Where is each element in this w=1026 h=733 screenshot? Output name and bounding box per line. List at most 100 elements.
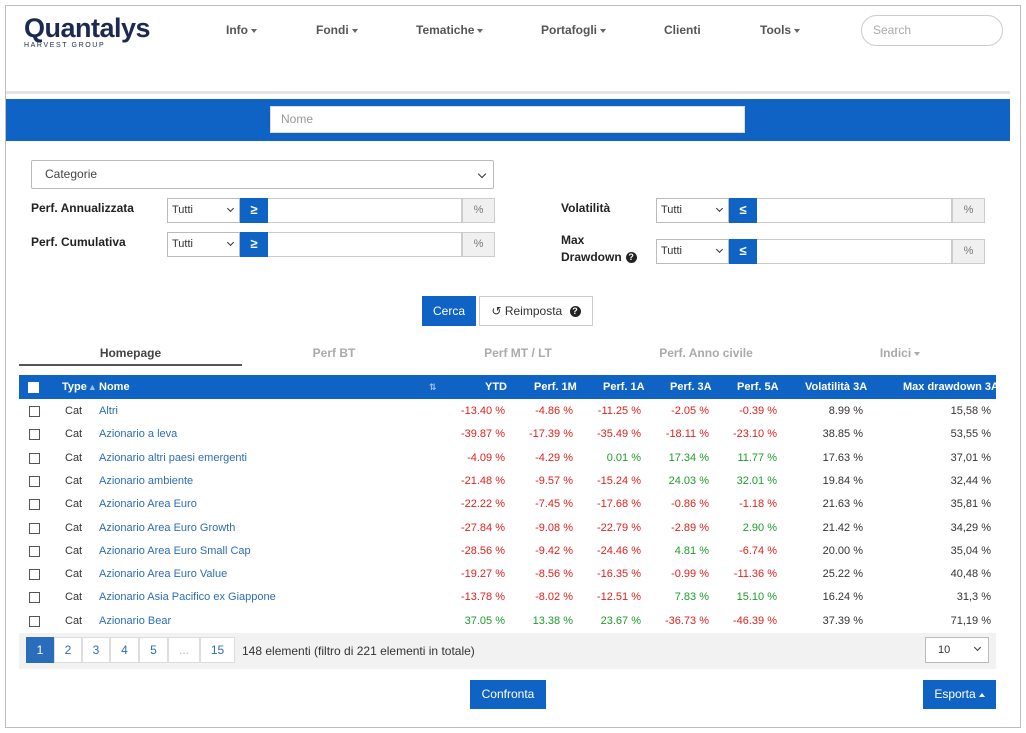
row-a1: -12.51 % <box>596 591 641 604</box>
help-icon: ? <box>569 306 581 318</box>
row-name-link[interactable]: Azionario altri paesi emergenti <box>99 451 247 464</box>
tab-perf-mt-lt[interactable]: Perf MT / LT <box>484 346 552 360</box>
col-perf-5a[interactable]: Perf. 5A <box>737 381 779 393</box>
volatility-select[interactable]: Tutti <box>656 198 729 223</box>
table-row[interactable]: Cat Altri -13.40 % -4.86 % -11.25 % -2.05 % -0… <box>19 400 996 423</box>
logo-text: Quantalys <box>24 13 151 43</box>
nav-tools[interactable]: Tools <box>760 23 801 37</box>
col-nome[interactable]: Nome <box>99 381 130 393</box>
row-name-link[interactable]: Azionario Bear <box>99 614 172 627</box>
search-button[interactable]: Cerca <box>422 296 476 326</box>
tab-homepage[interactable]: Homepage <box>99 346 162 360</box>
tab-indici[interactable]: Indici <box>800 346 1000 360</box>
reset-button[interactable]: ↺ Reimposta ? <box>479 296 593 326</box>
col-perf-1a[interactable]: Perf. 1A <box>603 381 645 393</box>
volatility-operator-button[interactable]: ≤ <box>729 198 757 223</box>
drawdown-operator-button[interactable]: ≤ <box>729 239 757 264</box>
export-button[interactable]: Esporta <box>923 680 996 709</box>
row-name-link[interactable]: Azionario ambiente <box>99 474 194 487</box>
tab-perf-anno-civile[interactable]: Perf. Anno civile <box>659 346 753 360</box>
row-name-link[interactable]: Azionario Area Euro <box>99 498 197 511</box>
page-button-4[interactable]: 4 <box>110 637 139 663</box>
perf-cumul-input[interactable] <box>268 232 462 257</box>
page-button-15[interactable]: 15 <box>200 637 235 663</box>
row-checkbox[interactable] <box>29 545 40 557</box>
table-row[interactable]: Cat Azionario Bear 37.05 % 13.38 % 23.67 % -3… <box>19 610 996 633</box>
nome-input[interactable]: Nome <box>270 106 745 133</box>
table-row[interactable]: Cat Azionario ambiente -21.48 % -9.57 % -15.… <box>19 470 996 493</box>
row-checkbox[interactable] <box>29 569 40 581</box>
page-size-select[interactable]: 10 <box>925 637 989 663</box>
row-a3: -0.86 % <box>671 498 709 511</box>
col-max-drawdown-3a[interactable]: Max drawdown 3A <box>903 381 999 393</box>
chevron-down-icon <box>794 28 801 33</box>
page-button-2[interactable]: 2 <box>54 637 82 663</box>
nav-fondi[interactable]: Fondi <box>316 23 358 37</box>
col-ytd[interactable]: YTD <box>485 381 507 393</box>
nav-tematiche[interactable]: Tematiche <box>416 23 484 37</box>
logo-subtext: HARVEST GROUP <box>24 42 106 49</box>
row-name-link[interactable]: Azionario Asia Pacifico ex Giappone <box>99 591 276 604</box>
col-type[interactable]: Type▲ <box>62 375 97 399</box>
nav-clienti-label: Clienti <box>664 23 701 37</box>
perf-cumul-operator-button[interactable]: ≥ <box>240 232 268 257</box>
active-tab-indicator <box>19 364 242 366</box>
row-checkbox[interactable] <box>29 522 40 534</box>
row-a3: -2.05 % <box>671 405 709 417</box>
row-ytd: -13.40 % <box>460 405 505 417</box>
row-a5: -46.39 % <box>732 614 777 627</box>
row-a3: 24.03 % <box>668 474 709 487</box>
page-button-3[interactable]: 3 <box>82 637 110 663</box>
col-type-label: Type <box>62 381 87 393</box>
row-m1: -9.08 % <box>535 521 573 534</box>
row-volatility: 21.63 % <box>822 498 863 511</box>
perf-cumul-select[interactable]: Tutti <box>167 232 240 257</box>
search-input[interactable]: Search <box>861 15 1003 46</box>
row-checkbox[interactable] <box>29 615 40 627</box>
table-row[interactable]: Cat Azionario a leva -39.87 % -17.39 % -35.4… <box>19 423 996 446</box>
row-name-link[interactable]: Altri <box>99 405 118 417</box>
category-select[interactable]: Categorie <box>31 160 494 189</box>
volatility-input[interactable] <box>757 198 952 223</box>
row-name-link[interactable]: Azionario Area Euro Value <box>99 568 228 581</box>
perf-annual-operator-button[interactable]: ≥ <box>240 198 268 223</box>
row-max-drawdown: 35,81 % <box>950 498 991 511</box>
col-perf-3a[interactable]: Perf. 3A <box>670 381 712 393</box>
row-checkbox[interactable] <box>29 406 40 417</box>
row-name-link[interactable]: Azionario Area Euro Growth <box>99 521 236 534</box>
perf-annual-input[interactable] <box>268 198 462 223</box>
table-row[interactable]: Cat Azionario Area Euro Small Cap -28.56 %… <box>19 540 996 563</box>
perf-annual-select[interactable]: Tutti <box>167 198 240 223</box>
tab-perf-bt[interactable]: Perf BT <box>312 346 356 360</box>
row-a5: 11.77 % <box>737 451 777 464</box>
row-checkbox[interactable] <box>29 592 40 604</box>
help-icon[interactable]: ? <box>625 252 637 264</box>
nav-portafogli[interactable]: Portafogli <box>541 23 606 37</box>
compare-button[interactable]: Confronta <box>470 680 546 709</box>
row-checkbox[interactable] <box>29 499 40 511</box>
table-row[interactable]: Cat Azionario Asia Pacifico ex Giappone -1… <box>19 586 996 609</box>
logo[interactable]: Quantalys HARVEST GROUP <box>24 13 151 50</box>
row-checkbox[interactable] <box>29 452 40 464</box>
row-name-link[interactable]: Azionario Area Euro Small Cap <box>99 544 251 557</box>
page-button-5[interactable]: 5 <box>139 637 168 663</box>
col-volatility-3a[interactable]: Volatilità 3A <box>805 381 868 393</box>
table-header: Type▲ Nome ⇅ YTD Perf. 1M Perf. 1A Perf.… <box>19 375 999 399</box>
row-name-link[interactable]: Azionario a leva <box>99 428 178 441</box>
perf-annual-select-value: Tutti <box>172 204 193 216</box>
row-a1: -16.35 % <box>596 568 641 581</box>
table-row[interactable]: Cat Azionario Area Euro -22.22 % -7.45 % -17… <box>19 493 996 516</box>
select-all-checkbox[interactable] <box>28 382 39 393</box>
table-row[interactable]: Cat Azionario altri paesi emergenti -4.09 … <box>19 447 996 470</box>
nav-clienti[interactable]: Clienti <box>664 23 701 37</box>
table-row[interactable]: Cat Azionario Area Euro Value -19.27 % -8.5… <box>19 563 996 586</box>
row-checkbox[interactable] <box>29 429 40 441</box>
drawdown-input[interactable] <box>757 239 952 264</box>
row-max-drawdown: 71,19 % <box>950 614 991 627</box>
col-perf-1m[interactable]: Perf. 1M <box>534 381 577 393</box>
page-button-1[interactable]: 1 <box>26 637 54 663</box>
table-row[interactable]: Cat Azionario Area Euro Growth -27.84 % -9.… <box>19 517 996 540</box>
drawdown-select[interactable]: Tutti <box>656 239 729 264</box>
nav-info[interactable]: Info <box>226 23 257 37</box>
row-checkbox[interactable] <box>29 475 40 487</box>
